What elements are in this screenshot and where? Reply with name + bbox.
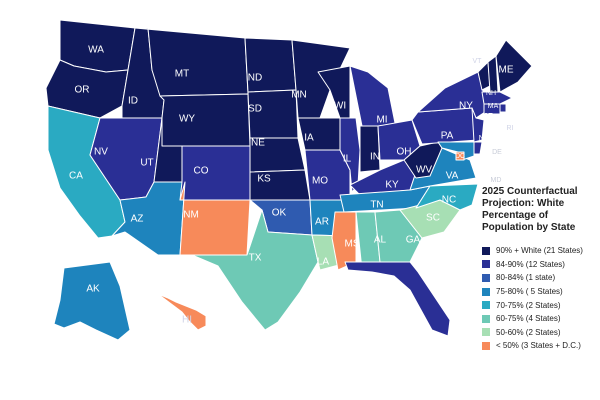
legend-swatch bbox=[482, 314, 490, 323]
state-ct bbox=[483, 103, 501, 115]
state-label-fl: FL bbox=[432, 285, 444, 296]
state-hi bbox=[157, 293, 207, 331]
legend-swatch bbox=[482, 246, 490, 255]
state-wa bbox=[59, 19, 136, 73]
state-co bbox=[179, 145, 251, 201]
state-in bbox=[359, 125, 381, 173]
state-nj bbox=[471, 107, 485, 143]
state-ga bbox=[374, 209, 423, 263]
state-tx bbox=[191, 209, 319, 331]
legend-swatch bbox=[482, 273, 490, 282]
legend-item: 90% + White (21 States) bbox=[482, 244, 598, 258]
state-ri bbox=[499, 103, 507, 113]
state-mi bbox=[349, 65, 397, 129]
legend-swatch bbox=[482, 260, 490, 269]
legend: 2025 Counterfactual Projection: White Pe… bbox=[482, 186, 598, 353]
state-ne bbox=[249, 137, 306, 173]
state-label-vt: VT bbox=[473, 58, 483, 65]
state-me bbox=[495, 39, 533, 93]
legend-item: 60-75% (4 States) bbox=[482, 312, 598, 326]
legend-item: 70-75% (2 States) bbox=[482, 298, 598, 312]
legend-label: 90% + White (21 States) bbox=[496, 246, 583, 256]
legend-label: 80-84% (1 state) bbox=[496, 273, 556, 283]
legend-label: < 50% (3 States + D.C.) bbox=[496, 341, 581, 351]
legend-items: 90% + White (21 States) 84-90% (12 States… bbox=[482, 244, 598, 353]
legend-label: 70-75% (2 States) bbox=[496, 300, 561, 310]
state-ks bbox=[249, 169, 311, 201]
state-pa bbox=[411, 107, 479, 145]
state-wy bbox=[159, 93, 251, 147]
legend-label: 84-90% (12 States) bbox=[496, 259, 565, 269]
state-ak bbox=[53, 261, 131, 341]
state-fl bbox=[344, 261, 451, 337]
legend-swatch bbox=[482, 287, 490, 296]
legend-label: 75-80% ( 5 States) bbox=[496, 287, 563, 297]
legend-item: 80-84% (1 state) bbox=[482, 271, 598, 285]
legend-label: 50-60% (2 States) bbox=[496, 327, 561, 337]
legend-swatch bbox=[482, 341, 490, 350]
legend-swatch bbox=[482, 301, 490, 310]
state-sd bbox=[247, 89, 299, 139]
state-label-de: DE bbox=[492, 149, 502, 156]
legend-item: 50-60% (2 States) bbox=[482, 326, 598, 340]
state-ma bbox=[481, 91, 513, 105]
legend-swatch bbox=[482, 328, 490, 337]
legend-item: < 50% (3 States + D.C.) bbox=[482, 339, 598, 353]
state-label-ri: RI bbox=[507, 125, 514, 132]
state-label-md: MD bbox=[491, 177, 502, 184]
legend-title: 2025 Counterfactual Projection: White Pe… bbox=[482, 186, 578, 233]
state-de bbox=[473, 141, 483, 155]
state-dc bbox=[455, 151, 465, 161]
state-ia bbox=[297, 117, 341, 151]
legend-item: 75-80% ( 5 States) bbox=[482, 285, 598, 299]
state-nd bbox=[244, 37, 297, 93]
legend-item: 84-90% (12 States) bbox=[482, 258, 598, 272]
legend-label: 60-75% (4 States) bbox=[496, 314, 561, 324]
